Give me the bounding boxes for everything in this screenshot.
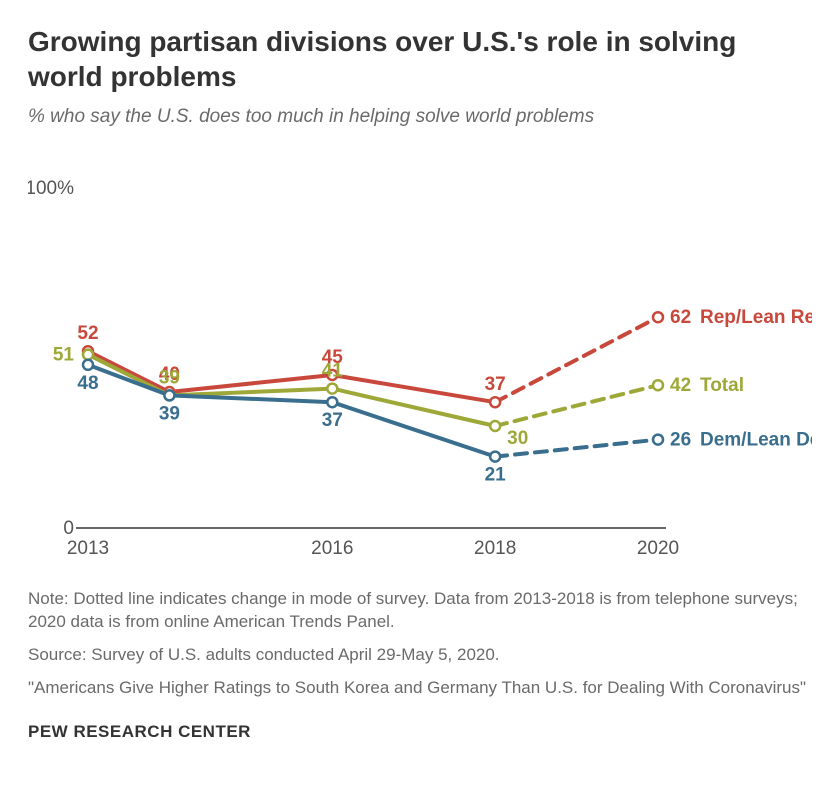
svg-text:Dem/Lean Dem: Dem/Lean Dem [700,430,812,451]
chart-svg: 100%020132016201820205240453762Rep/Lean … [28,148,812,578]
svg-text:62: 62 [670,307,691,328]
chart-note-1: Note: Dotted line indicates change in mo… [28,588,812,634]
chart-note-2: Source: Survey of U.S. adults conducted … [28,644,812,667]
chart-title: Growing partisan divisions over U.S.'s r… [28,24,812,94]
chart-note-3: "Americans Give Higher Ratings to South … [28,677,812,700]
line-chart: 100%020132016201820205240453762Rep/Lean … [28,148,812,578]
svg-text:26: 26 [670,430,691,451]
chart-subtitle: % who say the U.S. does too much in help… [28,106,812,128]
svg-text:0: 0 [63,518,74,539]
svg-text:2018: 2018 [474,538,516,559]
svg-text:37: 37 [322,410,343,431]
svg-text:41: 41 [322,361,344,382]
svg-text:2016: 2016 [311,538,353,559]
svg-text:30: 30 [507,428,528,449]
svg-text:48: 48 [77,373,98,394]
svg-text:39: 39 [159,403,180,424]
svg-text:21: 21 [485,465,507,486]
svg-text:Rep/Lean Rep: Rep/Lean Rep [700,307,812,328]
svg-text:42: 42 [670,375,691,396]
svg-text:37: 37 [485,374,506,395]
svg-text:39: 39 [159,367,180,388]
footer-attribution: PEW RESEARCH CENTER [28,722,812,742]
svg-text:51: 51 [53,345,75,366]
svg-text:52: 52 [77,323,98,344]
svg-text:100%: 100% [28,178,74,199]
svg-text:2013: 2013 [67,538,109,559]
svg-text:Total: Total [700,375,744,396]
svg-text:2020: 2020 [637,538,679,559]
